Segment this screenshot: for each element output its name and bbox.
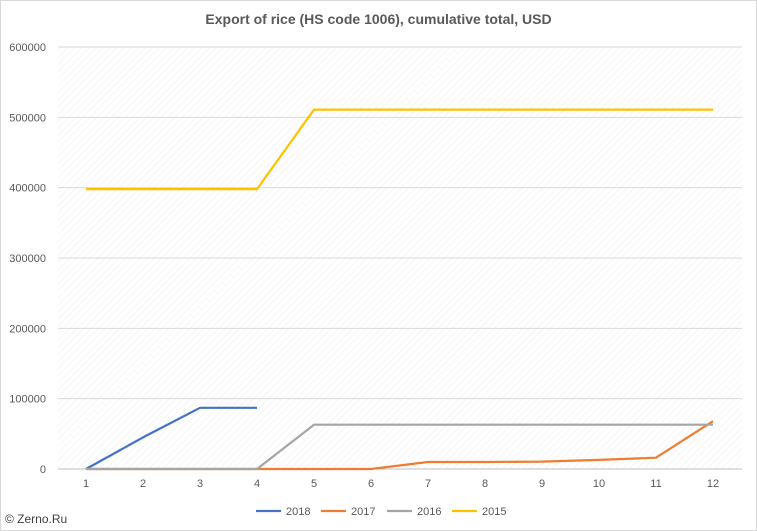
chart-title: Export of rice (HS code 1006), cumulativ… bbox=[205, 11, 552, 27]
legend-label-2015: 2015 bbox=[482, 506, 506, 518]
y-tick-label: 500000 bbox=[9, 112, 46, 124]
copyright-note: © Zerno.Ru bbox=[5, 512, 68, 526]
x-tick-label: 1 bbox=[83, 478, 89, 490]
x-tick-label: 2 bbox=[140, 478, 146, 490]
y-tick-label: 600000 bbox=[9, 42, 46, 54]
legend-label-2016: 2016 bbox=[417, 506, 441, 518]
legend-label-2018: 2018 bbox=[286, 506, 310, 518]
x-tick-label: 4 bbox=[254, 478, 260, 490]
x-tick-label: 11 bbox=[650, 478, 661, 490]
x-tick-label: 3 bbox=[197, 478, 203, 490]
x-tick-label: 7 bbox=[425, 478, 431, 490]
y-tick-label: 300000 bbox=[9, 253, 46, 265]
y-tick-label: 200000 bbox=[9, 323, 46, 335]
x-tick-label: 6 bbox=[368, 478, 374, 490]
x-tick-label: 9 bbox=[539, 478, 545, 490]
x-tick-label: 5 bbox=[311, 478, 317, 490]
series-line-2015 bbox=[86, 108, 713, 191]
series-line-2018 bbox=[85, 406, 257, 470]
x-tick-label: 12 bbox=[707, 478, 719, 490]
x-tick-label: 10 bbox=[593, 478, 605, 490]
y-tick-label: 0 bbox=[40, 464, 46, 476]
y-tick-label: 100000 bbox=[9, 394, 46, 406]
legend-label-2017: 2017 bbox=[351, 506, 375, 518]
y-tick-label: 400000 bbox=[9, 183, 46, 195]
x-tick-label: 8 bbox=[482, 478, 488, 490]
series-line-2016 bbox=[86, 423, 713, 471]
